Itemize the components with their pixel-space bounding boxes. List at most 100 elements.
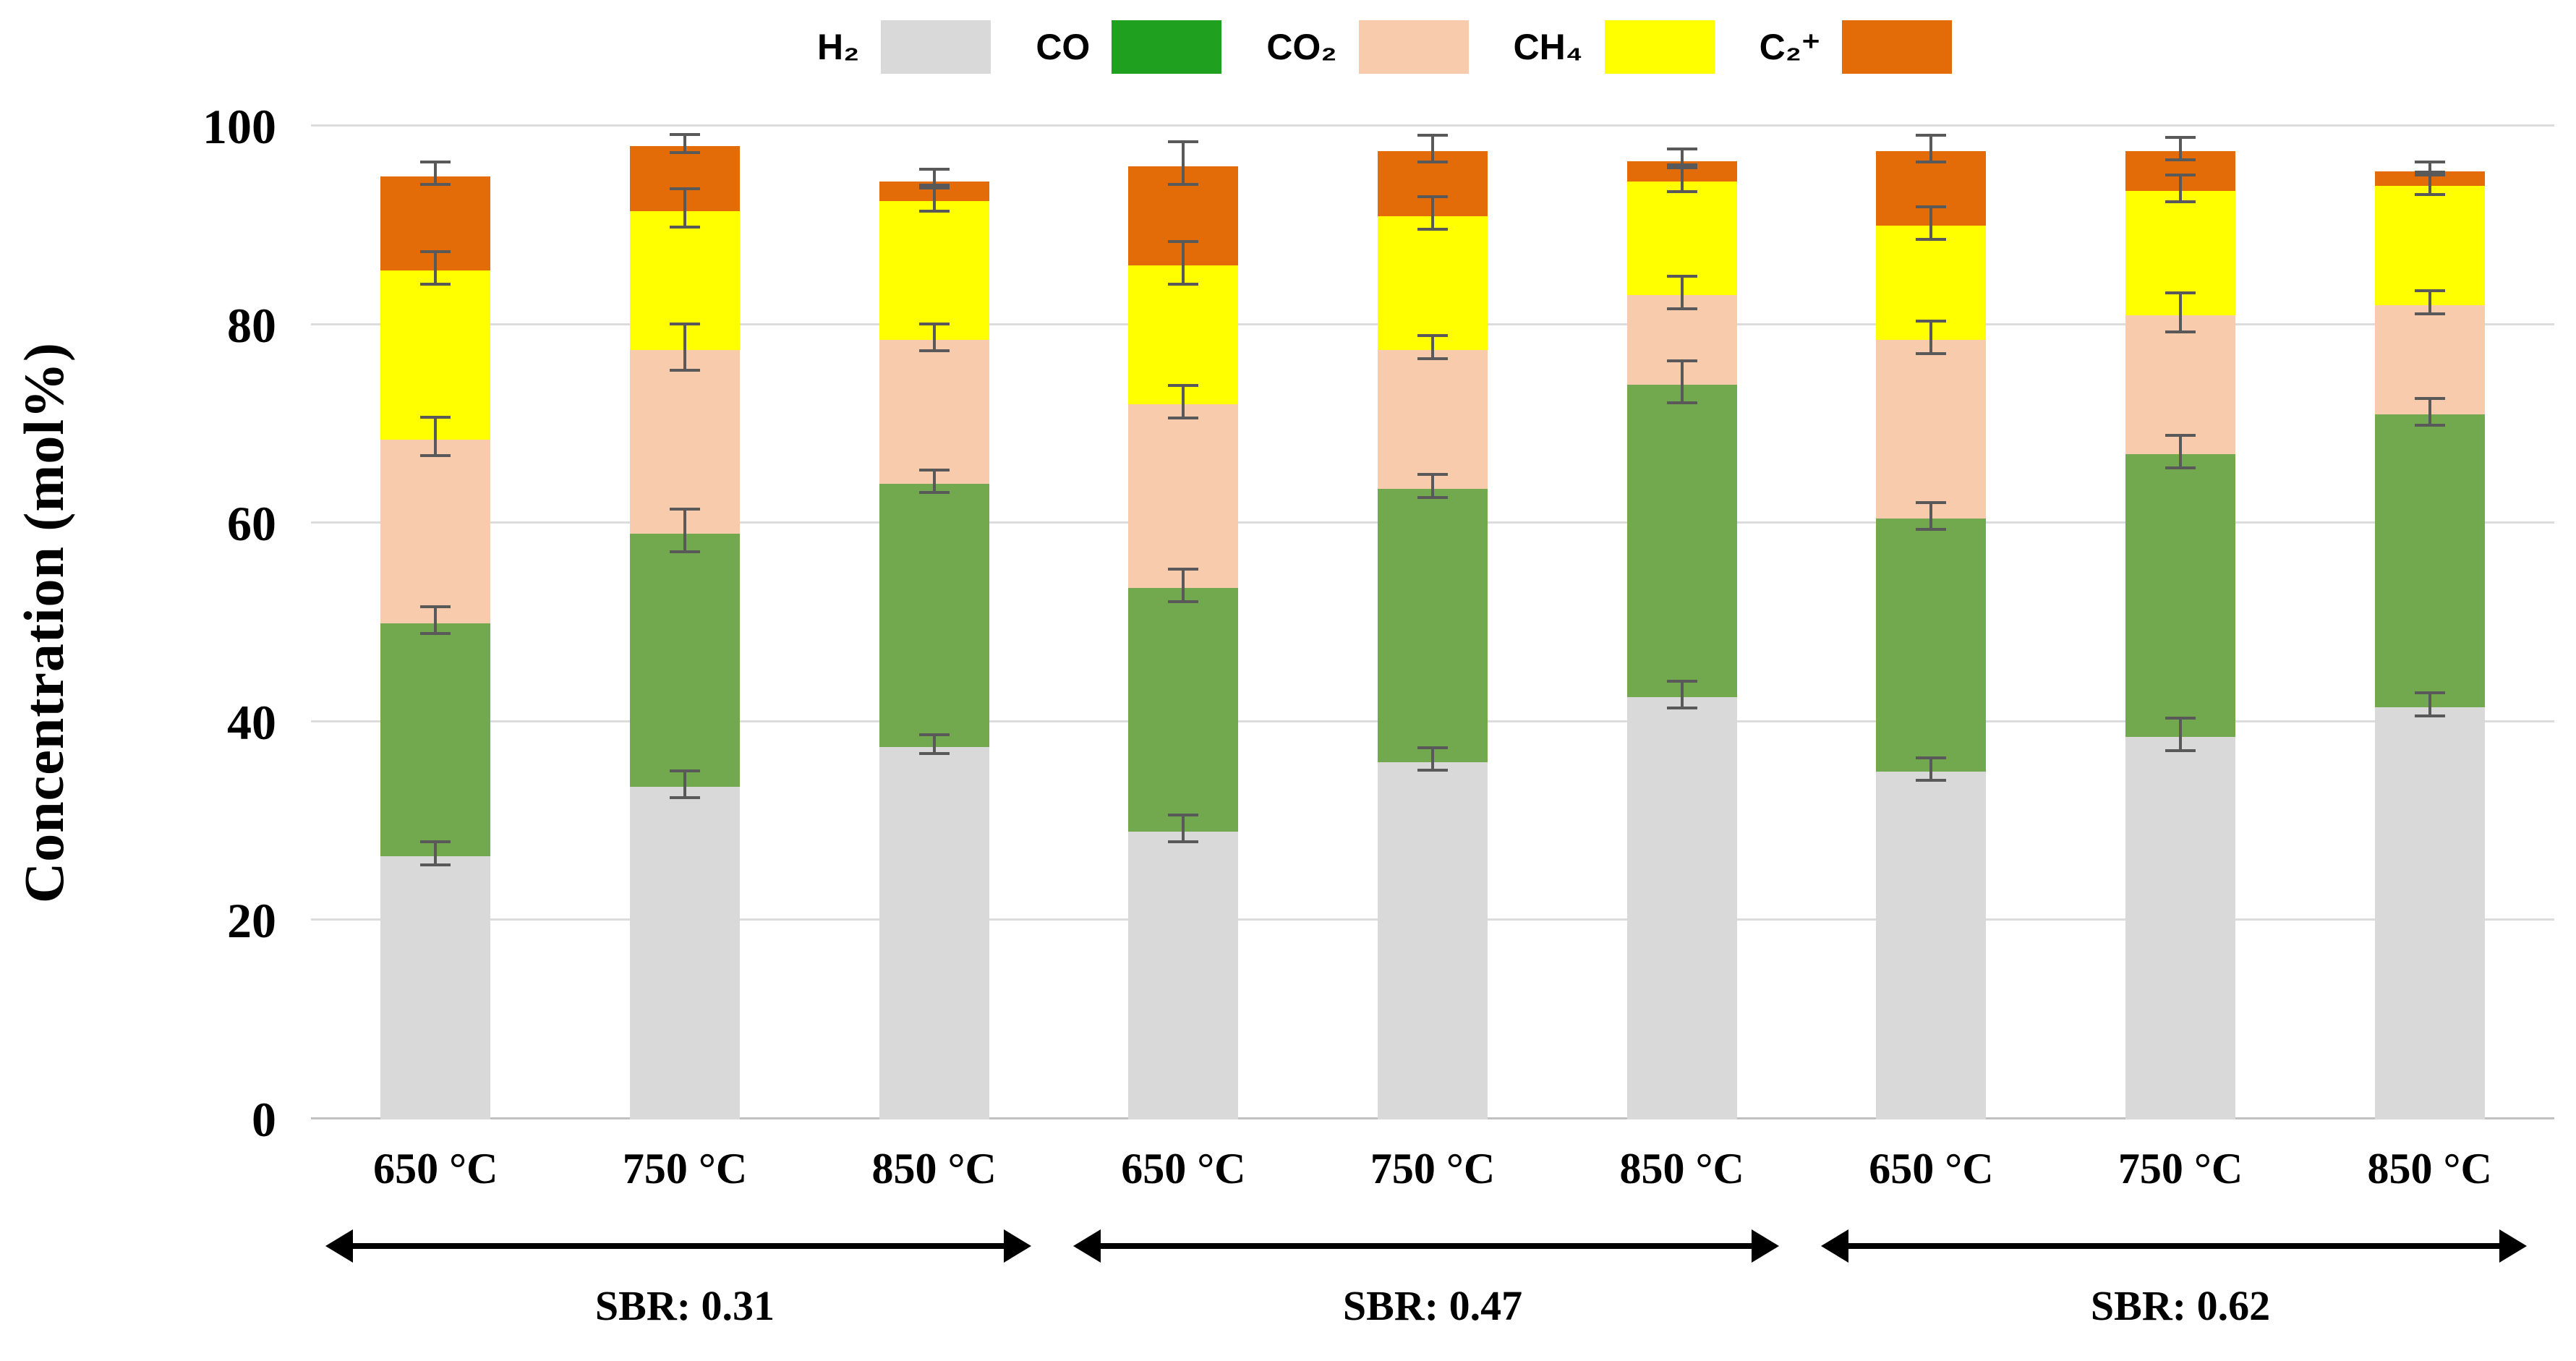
legend-label-CO: CO — [1036, 27, 1091, 67]
error-bar — [918, 322, 950, 352]
error-bar — [1916, 500, 1947, 531]
segment-CO — [2374, 414, 2485, 708]
segment-H2 — [1378, 761, 1488, 1119]
legend: H₂ CO CO₂ CH₄ C₂⁺ — [817, 20, 1953, 74]
stacked-bar — [380, 127, 491, 1119]
bar-slot — [1308, 127, 1558, 1119]
arrowhead-left — [1072, 1229, 1101, 1263]
segment-CO — [1128, 588, 1239, 832]
y-axis-title-wrap: Concentration (mol%) — [4, 127, 84, 1119]
group-arrow-0 — [325, 1229, 1031, 1263]
error-bar — [670, 769, 700, 799]
group-arrow-2 — [1820, 1229, 2527, 1263]
legend-swatch-CO2 — [1358, 20, 1469, 74]
error-bar — [1417, 473, 1449, 499]
segment-CO2 — [1378, 349, 1488, 490]
x-tick-label: 750 °C — [2117, 1145, 2243, 1193]
error-bar — [1417, 195, 1449, 231]
error-bar — [670, 508, 700, 554]
x-tick-label: 650 °C — [1869, 1145, 1994, 1193]
error-bar — [2414, 289, 2445, 315]
segment-CO2 — [380, 439, 491, 623]
segment-H2 — [1128, 831, 1239, 1119]
error-bar — [1417, 746, 1449, 772]
error-bar — [1168, 383, 1199, 420]
bar-slot — [2305, 127, 2554, 1119]
segment-CO2 — [630, 349, 740, 534]
error-bar — [918, 468, 950, 495]
y-tick-label: 100 — [202, 99, 276, 154]
bar-slot — [311, 127, 560, 1119]
stacked-bar — [1128, 127, 1239, 1119]
segment-H2 — [630, 787, 740, 1119]
segment-CO — [630, 533, 740, 788]
error-bar — [1666, 274, 1697, 311]
error-bar — [420, 415, 451, 458]
error-bar — [1417, 334, 1449, 360]
error-bar — [1916, 205, 1947, 241]
stacked-bar — [1378, 127, 1488, 1119]
error-bar — [2165, 291, 2196, 333]
arrow-line — [1100, 1243, 1752, 1249]
error-bar — [918, 733, 950, 756]
x-tick-label: 850 °C — [1619, 1145, 1744, 1193]
stacked-bar — [2374, 127, 2485, 1119]
error-bar — [1916, 319, 1947, 355]
error-bar — [1168, 239, 1199, 286]
x-tick-label: 650 °C — [373, 1145, 498, 1193]
error-bar — [2165, 716, 2196, 752]
x-tick-label: 850 °C — [871, 1145, 997, 1193]
segment-CO — [380, 623, 491, 857]
segment-H2 — [879, 747, 989, 1119]
segment-CO2 — [879, 340, 989, 485]
group-label-1: SBR: 0.47 — [1342, 1282, 1523, 1329]
segment-CO2 — [1128, 404, 1239, 589]
segment-CH4 — [1378, 216, 1488, 350]
y-tick-label: 0 — [252, 1092, 276, 1147]
error-bar — [420, 249, 451, 286]
error-bar — [1916, 756, 1947, 782]
y-axis-ticks: 0 20 40 60 80 100 — [202, 102, 2554, 1144]
legend-label-CH4: CH₄ — [1513, 27, 1583, 67]
y-tick-label: 60 — [227, 496, 276, 552]
group-labels: SBR: 0.31 SBR: 0.47 SBR: 0.62 — [311, 1281, 2554, 1339]
segment-CH4 — [380, 270, 491, 440]
stacked-bar — [879, 127, 989, 1119]
group-arrows — [311, 1229, 2554, 1266]
error-bar — [1168, 140, 1199, 187]
stacked-bar — [1876, 127, 1987, 1119]
error-bar — [670, 322, 700, 372]
x-tick-label: 750 °C — [622, 1145, 748, 1193]
error-bar — [420, 160, 451, 187]
segment-CO — [1626, 385, 1737, 698]
y-tick-label: 80 — [227, 297, 276, 353]
error-bar — [1417, 133, 1449, 163]
stacked-bar — [2125, 127, 2236, 1119]
legend-item-CO2: CO₂ — [1266, 20, 1469, 74]
arrowhead-right — [1003, 1229, 1031, 1263]
segment-CO — [2125, 454, 2236, 738]
stacked-bar — [1626, 127, 1737, 1119]
error-bar — [2165, 173, 2196, 203]
segment-CH4 — [879, 200, 989, 341]
legend-label-CO2: CO₂ — [1266, 27, 1337, 67]
bar-slot — [809, 127, 1059, 1119]
x-axis-labels: 650 °C 750 °C 850 °C 650 °C 750 °C 850 °C 650 … — [311, 1144, 2554, 1194]
error-bar — [918, 167, 950, 189]
legend-item-CO: CO — [1036, 20, 1222, 74]
segment-H2 — [2374, 707, 2485, 1119]
segment-H2 — [2125, 737, 2236, 1119]
arrowhead-right — [2499, 1229, 2527, 1263]
bar-slot — [1807, 127, 2056, 1119]
x-tick-label: 750 °C — [1370, 1145, 1496, 1193]
error-bar — [2165, 433, 2196, 469]
error-bar — [2414, 160, 2445, 176]
error-bar — [1168, 567, 1199, 604]
legend-swatch-CO — [1112, 20, 1222, 74]
plot-area: 0 20 40 60 80 100 — [202, 102, 2554, 1144]
error-bar — [1168, 814, 1199, 844]
group-label-2: SBR: 0.62 — [2090, 1282, 2271, 1329]
segment-CO2 — [1876, 340, 1987, 519]
segment-CH4 — [2374, 186, 2485, 306]
